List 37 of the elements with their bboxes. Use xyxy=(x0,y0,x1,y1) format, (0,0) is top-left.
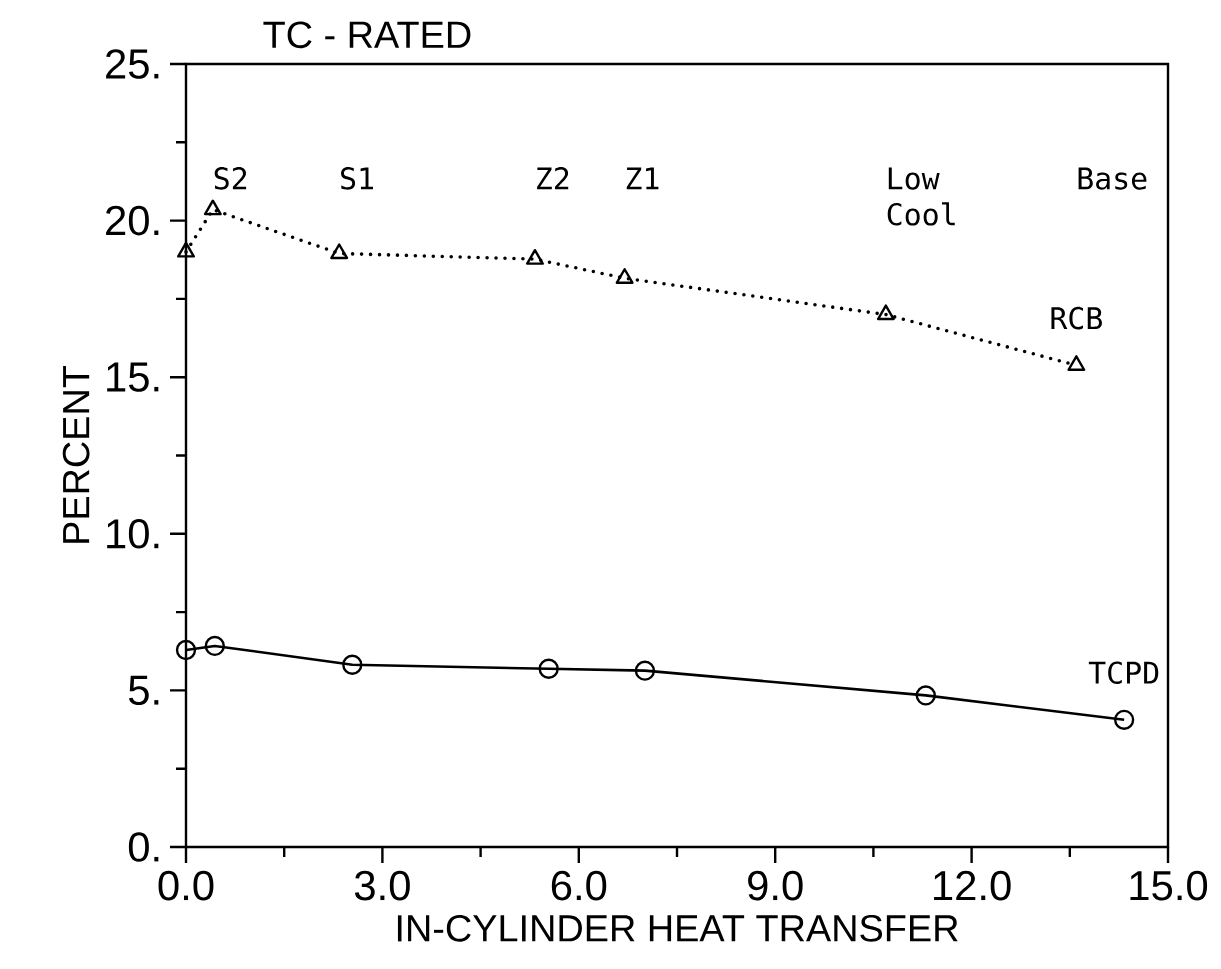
point xyxy=(634,660,656,681)
point xyxy=(525,248,544,265)
point xyxy=(342,654,363,675)
point xyxy=(1067,355,1086,371)
point xyxy=(175,639,197,661)
series-label: RCB xyxy=(1051,306,1102,330)
annotation: S1 xyxy=(341,167,373,190)
annotation: Base xyxy=(1078,167,1147,190)
point xyxy=(915,685,936,706)
y-tick-label: 20. xyxy=(106,205,159,236)
point xyxy=(876,304,895,321)
x-tick-label: 3.0 xyxy=(354,870,410,901)
y-axis-title: PERCENT xyxy=(62,365,90,543)
x-tick-label: 12.0 xyxy=(934,870,1011,901)
annotation: S2 xyxy=(214,167,247,190)
y-tick-label: 15. xyxy=(107,362,159,392)
x-tick-label: 15.0 xyxy=(1130,870,1208,901)
point xyxy=(330,243,349,260)
x-tick-label: 0.0 xyxy=(158,870,214,901)
x-axis-title: IN-CYLINDER HEAT TRANSFER xyxy=(397,914,958,942)
y-tick-label: 0. xyxy=(128,832,159,862)
point xyxy=(204,635,225,657)
point xyxy=(538,658,559,679)
y-tick-label: 25. xyxy=(106,49,159,79)
annotation: Z2 xyxy=(537,167,569,190)
y-tick-label: 10. xyxy=(107,518,159,549)
annotation: Z1 xyxy=(626,167,659,190)
x-tick-label: 9.0 xyxy=(748,870,803,901)
series-label: TCPD xyxy=(1088,661,1159,685)
annotation: Low Cool xyxy=(887,167,955,226)
point xyxy=(615,268,634,284)
point xyxy=(177,241,195,258)
x-tick-label: 6.0 xyxy=(551,870,607,901)
point xyxy=(203,199,222,216)
point xyxy=(1113,709,1135,730)
y-tick-label: 5. xyxy=(128,675,159,705)
chart-title: TC - RATED xyxy=(263,21,471,49)
